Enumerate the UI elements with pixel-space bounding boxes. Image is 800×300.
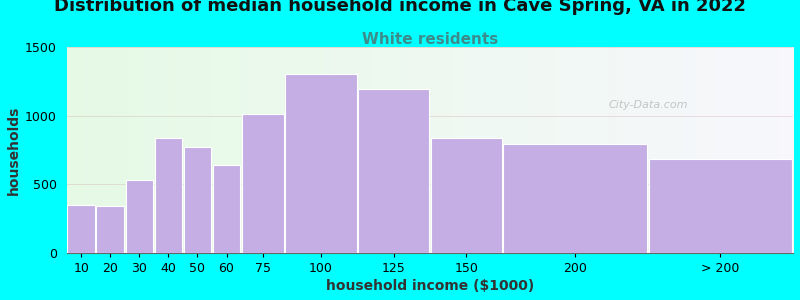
Title: White residents: White residents <box>362 32 498 47</box>
Bar <box>503 144 647 253</box>
Bar <box>213 165 240 253</box>
Bar <box>184 147 211 253</box>
Bar <box>242 114 284 253</box>
Bar <box>358 89 429 253</box>
Bar <box>286 74 357 253</box>
Bar <box>67 205 95 253</box>
Bar <box>430 137 502 253</box>
Bar <box>154 137 182 253</box>
Text: City-Data.com: City-Data.com <box>608 100 687 110</box>
Bar <box>126 180 153 253</box>
Y-axis label: households: households <box>7 105 21 195</box>
Bar <box>649 160 792 253</box>
Bar <box>97 206 124 253</box>
Text: Distribution of median household income in Cave Spring, VA in 2022: Distribution of median household income … <box>54 0 746 15</box>
X-axis label: household income ($1000): household income ($1000) <box>326 279 534 293</box>
